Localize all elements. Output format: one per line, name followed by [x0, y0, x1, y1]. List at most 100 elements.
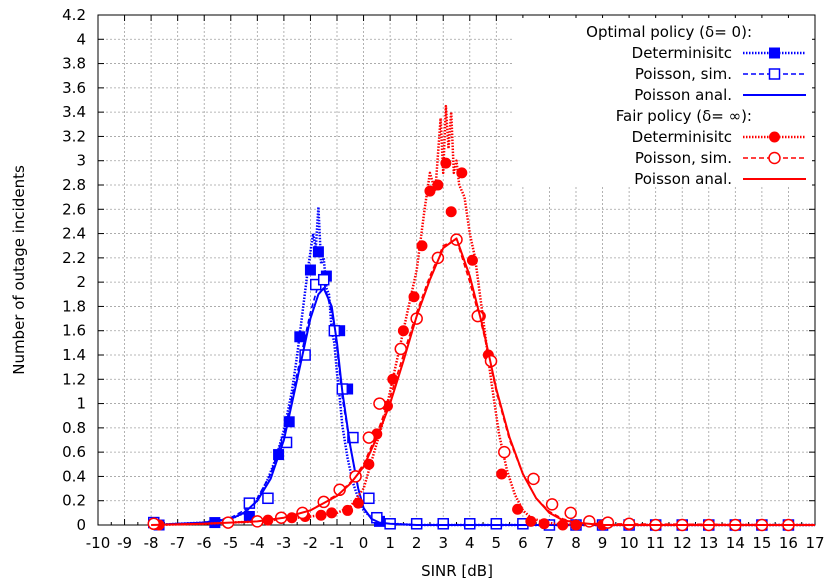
- data-point: [583, 515, 596, 528]
- data-point: [437, 518, 449, 530]
- data-point: [304, 264, 316, 276]
- data-point: [440, 157, 452, 169]
- series-layer: [147, 104, 816, 532]
- data-point: [416, 240, 428, 252]
- legend-entry-label: Determinisitc: [632, 128, 732, 146]
- y-tick-label: 1: [76, 395, 86, 413]
- data-point: [397, 325, 409, 337]
- data-point: [622, 517, 636, 531]
- y-tick-label: 3: [76, 152, 86, 170]
- data-point: [498, 445, 511, 459]
- x-tick-label: 16: [779, 534, 798, 552]
- x-tick-label: 6: [518, 534, 528, 552]
- y-tick-label: 3.4: [62, 103, 86, 121]
- x-tick-label: 3: [438, 534, 448, 552]
- y-axis-label: Number of outage incidents: [10, 165, 28, 375]
- data-point: [299, 349, 311, 361]
- series-line: [151, 205, 815, 527]
- y-tick-label: 2.2: [62, 249, 86, 267]
- x-tick-label: 9: [598, 534, 608, 552]
- y-tick-label: 1.6: [62, 322, 86, 340]
- x-tick-label: 14: [726, 534, 745, 552]
- legend-header: Fair policy (δ= ∞):: [616, 107, 752, 125]
- series-optimal-2: [151, 287, 815, 526]
- x-tick-label: 8: [571, 534, 581, 552]
- x-tick-label: -8: [144, 534, 159, 552]
- y-tick-label: 4.2: [62, 6, 86, 24]
- y-tick-label: 3.8: [62, 55, 86, 73]
- legend-sample-marker: [768, 151, 781, 165]
- legend-header: Optimal policy (δ= 0):: [586, 23, 752, 41]
- x-tick-label: 17: [805, 534, 824, 552]
- x-tick-label: -7: [170, 534, 185, 552]
- legend-entry-label: Poisson, sim.: [635, 149, 732, 167]
- x-tick-label: 0: [359, 534, 369, 552]
- y-tick-label: 1.2: [62, 370, 86, 388]
- data-point: [525, 515, 537, 527]
- data-point: [317, 273, 330, 286]
- series-line: [151, 287, 815, 526]
- data-point: [373, 397, 386, 410]
- data-point: [601, 516, 615, 529]
- x-tick-label: -9: [117, 534, 132, 552]
- legend: Optimal policy (δ= 0): Determinisitc Poiss…: [512, 18, 812, 188]
- y-tick-label: 3.2: [62, 127, 86, 145]
- legend-entry-label: Poisson anal.: [634, 86, 732, 104]
- data-point: [362, 431, 376, 444]
- data-point: [424, 185, 436, 197]
- y-tick-label: 0.8: [62, 419, 86, 437]
- x-tick-label: 2: [412, 534, 422, 552]
- y-tick-label: 2.8: [62, 176, 86, 194]
- data-point: [326, 507, 338, 519]
- y-tick-label: 2.6: [62, 200, 86, 218]
- legend-sample-marker: [769, 47, 780, 59]
- legend-sample-marker: [769, 131, 780, 143]
- data-point: [545, 498, 559, 511]
- y-tick-label: 1.4: [62, 346, 86, 364]
- y-tick-label: 4: [76, 30, 86, 48]
- data-point: [527, 472, 540, 486]
- series-line: [151, 104, 815, 527]
- y-tick-label: 1.8: [62, 297, 86, 315]
- x-tick-label: 11: [646, 534, 665, 552]
- data-point: [294, 331, 306, 343]
- data-point: [315, 509, 327, 521]
- data-point: [394, 342, 407, 356]
- data-point: [262, 492, 274, 505]
- data-point: [363, 492, 375, 505]
- data-point: [564, 506, 577, 520]
- y-tick-label: 2.4: [62, 225, 86, 243]
- y-tick-label: 3.6: [62, 79, 86, 97]
- x-tick-label: 4: [465, 534, 475, 552]
- x-tick-label: 7: [545, 534, 555, 552]
- x-tick-label: 5: [492, 534, 502, 552]
- data-point: [456, 167, 468, 179]
- data-point: [408, 291, 420, 303]
- y-tick-label: 0.2: [62, 492, 86, 510]
- x-tick-label: 1: [385, 534, 395, 552]
- x-tick-label: 10: [620, 534, 639, 552]
- series-fair-5: [151, 237, 815, 526]
- data-point: [280, 436, 293, 449]
- x-tick-label: 12: [673, 534, 692, 552]
- x-tick-label: 13: [699, 534, 718, 552]
- data-point: [333, 483, 346, 497]
- x-tick-label: -1: [330, 534, 345, 552]
- x-tick-label: 15: [752, 534, 771, 552]
- data-point: [312, 246, 324, 258]
- legend-entry-label: Poisson anal.: [634, 170, 732, 188]
- x-tick-label: -4: [250, 534, 265, 552]
- y-tick-label: 0.4: [62, 467, 86, 485]
- data-point: [347, 431, 359, 444]
- x-tick-label: -2: [303, 534, 318, 552]
- x-tick-label: -6: [197, 534, 212, 552]
- y-tick-label: 2: [76, 273, 86, 291]
- data-point: [147, 517, 161, 531]
- data-point: [490, 518, 503, 530]
- x-tick-label: -10: [86, 534, 111, 552]
- y-tick-label: 0.6: [62, 443, 86, 461]
- x-tick-label: -3: [276, 534, 291, 552]
- data-point: [445, 206, 457, 218]
- data-point: [342, 504, 354, 516]
- legend-sample-marker: [768, 68, 781, 80]
